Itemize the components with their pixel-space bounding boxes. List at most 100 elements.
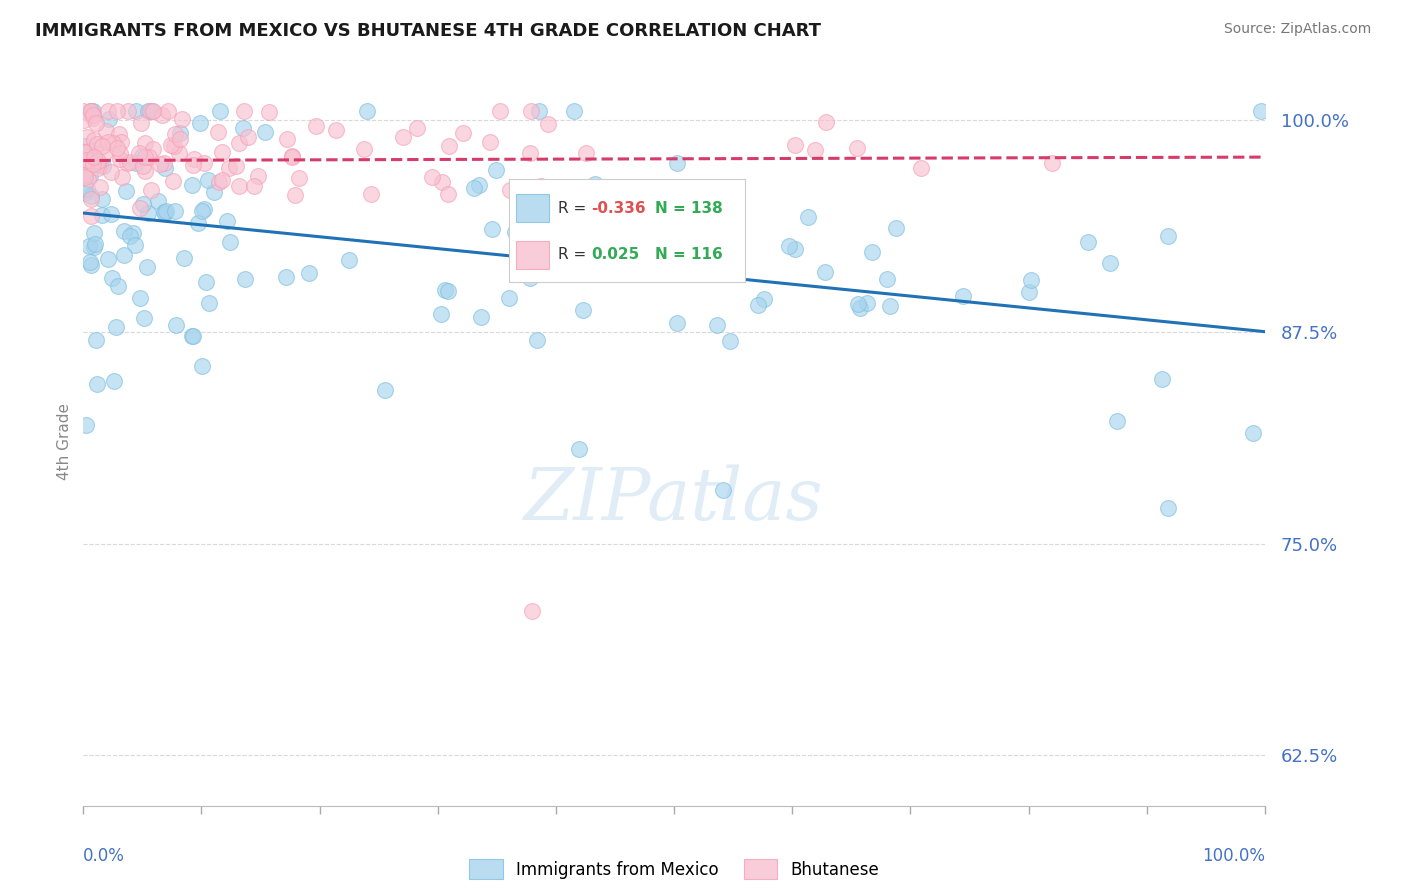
Point	[97, 104, 120, 119]
Point	[298, 267, 321, 281]
Point	[430, 307, 453, 321]
Point	[498, 183, 520, 197]
Point	[86, 161, 108, 175]
Point	[183, 152, 205, 166]
Point	[73, 145, 96, 159]
Point	[876, 272, 898, 286]
Point	[79, 153, 101, 167]
Point	[228, 179, 250, 194]
Point	[173, 251, 195, 265]
Point	[598, 185, 620, 199]
Point	[485, 162, 508, 177]
Point	[131, 149, 153, 163]
Point	[718, 334, 741, 348]
Point	[1018, 285, 1040, 299]
Point	[101, 136, 124, 150]
Point	[129, 115, 152, 129]
Point	[1157, 228, 1180, 243]
Point	[193, 155, 215, 169]
Point	[665, 316, 688, 330]
Text: 0.0%: 0.0%	[83, 847, 125, 865]
Point	[1019, 273, 1042, 287]
Point	[125, 155, 148, 169]
Point	[180, 178, 202, 193]
Point	[524, 184, 547, 198]
Point	[233, 272, 256, 286]
Point	[100, 207, 122, 221]
Point	[391, 130, 413, 145]
Point	[778, 239, 800, 253]
Point	[1040, 156, 1063, 170]
Point	[288, 171, 311, 186]
Point	[529, 179, 551, 194]
Point	[522, 604, 544, 618]
Point	[276, 132, 298, 146]
Point	[135, 260, 157, 274]
Point	[80, 209, 103, 223]
Point	[190, 203, 212, 218]
Point	[146, 194, 169, 208]
Point	[87, 157, 110, 171]
Point	[110, 135, 132, 149]
Point	[783, 242, 806, 256]
Point	[108, 152, 131, 166]
Point	[605, 240, 627, 254]
Point	[1157, 500, 1180, 515]
Point	[153, 156, 176, 170]
Point	[75, 155, 97, 169]
Point	[197, 295, 219, 310]
Point	[353, 142, 375, 156]
Text: R =: R =	[558, 201, 592, 216]
Point	[910, 161, 932, 175]
Point	[181, 158, 204, 172]
Point	[141, 104, 163, 119]
Point	[138, 150, 160, 164]
Point	[208, 175, 231, 189]
Point	[470, 310, 492, 324]
Point	[111, 169, 134, 184]
Point	[129, 291, 152, 305]
Point	[124, 238, 146, 252]
Point	[86, 376, 108, 391]
Point	[136, 104, 159, 119]
Point	[105, 319, 128, 334]
Point	[517, 219, 540, 233]
Point	[136, 206, 159, 220]
Point	[526, 333, 548, 347]
Point	[211, 145, 233, 159]
Point	[281, 150, 304, 164]
Point	[73, 145, 96, 160]
Text: 100.0%: 100.0%	[1202, 847, 1265, 865]
Point	[89, 158, 111, 172]
Text: IMMIGRANTS FROM MEXICO VS BHUTANESE 4TH GRADE CORRELATION CHART: IMMIGRANTS FROM MEXICO VS BHUTANESE 4TH …	[35, 22, 821, 40]
Point	[747, 298, 769, 312]
Point	[536, 117, 558, 131]
Point	[181, 328, 204, 343]
Point	[90, 139, 112, 153]
Point	[193, 202, 215, 216]
Y-axis label: 4th Grade: 4th Grade	[58, 403, 72, 480]
Point	[100, 165, 122, 179]
Point	[564, 104, 586, 119]
Point	[83, 226, 105, 240]
Point	[463, 181, 485, 195]
Text: -0.336: -0.336	[592, 201, 645, 216]
Point	[97, 252, 120, 266]
Point	[434, 283, 457, 297]
Point	[467, 178, 489, 193]
Point	[228, 136, 250, 150]
Point	[142, 104, 165, 119]
Point	[73, 113, 96, 128]
Point	[218, 161, 240, 175]
Point	[117, 104, 139, 119]
Point	[281, 149, 304, 163]
Point	[636, 246, 658, 260]
Point	[108, 146, 131, 161]
Point	[489, 104, 512, 119]
Point	[274, 269, 297, 284]
Point	[305, 119, 328, 133]
Point	[79, 255, 101, 269]
Point	[165, 318, 187, 332]
Point	[142, 143, 165, 157]
Point	[519, 146, 541, 161]
